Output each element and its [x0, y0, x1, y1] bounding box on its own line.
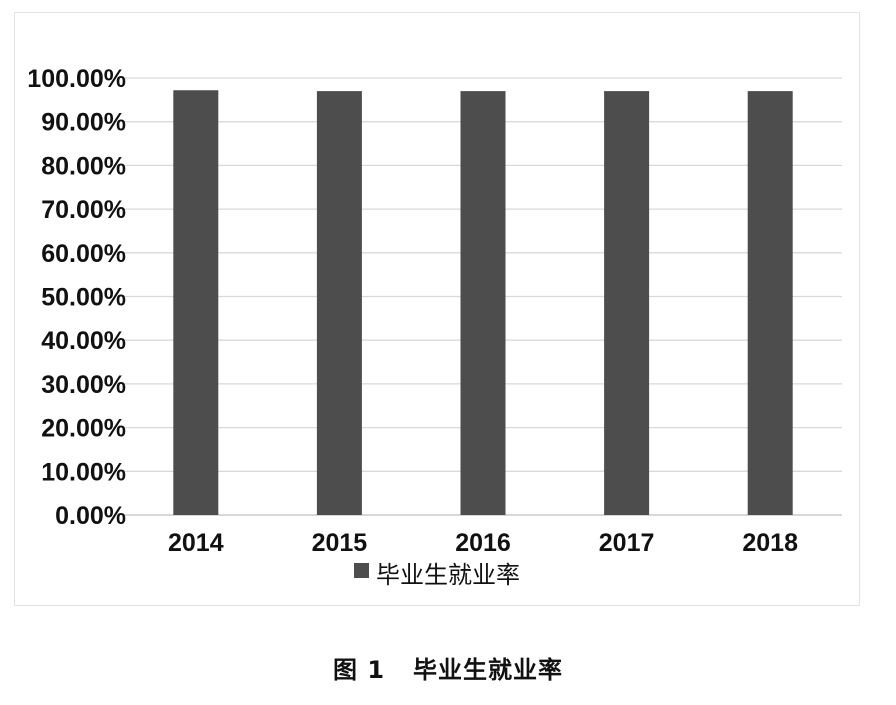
y-tick-label: 80.00% — [41, 152, 126, 180]
bar-2017 — [604, 91, 650, 516]
bar-chart: 0.00% 10.00% 20.00% 30.00% 40.00% 50.00% 60.00… — [27, 65, 842, 589]
bar-2016 — [460, 91, 506, 516]
x-tick-label: 2016 — [455, 529, 511, 557]
legend-label: 毕业生就业率 — [376, 561, 520, 589]
x-tick-label: 2015 — [312, 529, 368, 557]
y-tick-label: 70.00% — [41, 196, 126, 224]
figure-number: 图 1 — [332, 656, 386, 684]
y-tick-label: 50.00% — [41, 284, 126, 312]
x-axis-tick-labels: 2014 2015 2016 2017 2018 — [168, 529, 798, 557]
y-axis-tick-labels: 0.00% 10.00% 20.00% 30.00% 40.00% 50.00% 60.00… — [27, 65, 126, 530]
y-tick-label: 20.00% — [41, 415, 126, 443]
legend: 毕业生就业率 — [354, 561, 520, 589]
bars — [173, 90, 793, 516]
y-tick-label: 60.00% — [41, 240, 126, 268]
figure-caption: 图 1 毕业生就业率 — [0, 650, 896, 685]
y-tick-label: 90.00% — [41, 109, 126, 137]
x-tick-label: 2017 — [599, 529, 655, 557]
bar-2018 — [747, 91, 793, 516]
y-tick-label: 30.00% — [41, 371, 126, 399]
x-tick-label: 2018 — [742, 529, 798, 557]
bar-2015 — [316, 91, 362, 516]
y-tick-label: 10.00% — [41, 458, 126, 486]
y-tick-label: 0.00% — [55, 502, 126, 530]
x-tick-label: 2014 — [168, 529, 224, 557]
y-tick-label: 40.00% — [41, 327, 126, 355]
bar-2014 — [173, 90, 219, 516]
caption-text: 毕业生就业率 — [413, 656, 564, 684]
legend-swatch — [354, 563, 369, 578]
y-tick-label: 100.00% — [27, 65, 126, 93]
chart-frame — [14, 12, 860, 606]
